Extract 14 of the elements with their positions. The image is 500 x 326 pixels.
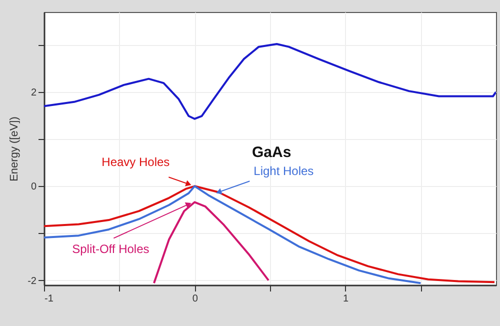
y-axis-title: Energy ([eV]): [8, 116, 21, 182]
line-series: [44, 185, 422, 284]
y-tick-label: 2: [30, 88, 37, 99]
x-tick-label: 1: [343, 294, 350, 304]
y-tick-label: -2: [28, 276, 37, 287]
x-tick-label: -1: [44, 294, 54, 304]
y-tick-label: 0: [30, 182, 37, 193]
text: Light Holes: [254, 164, 314, 178]
annotation: GaAs: [252, 144, 292, 161]
line-series: [44, 43, 496, 120]
text: Heavy Holes: [102, 155, 170, 170]
x-tick-label: 0: [192, 294, 198, 304]
line-series: [152, 201, 270, 284]
series-label: Split-Off Holes: [72, 242, 150, 256]
